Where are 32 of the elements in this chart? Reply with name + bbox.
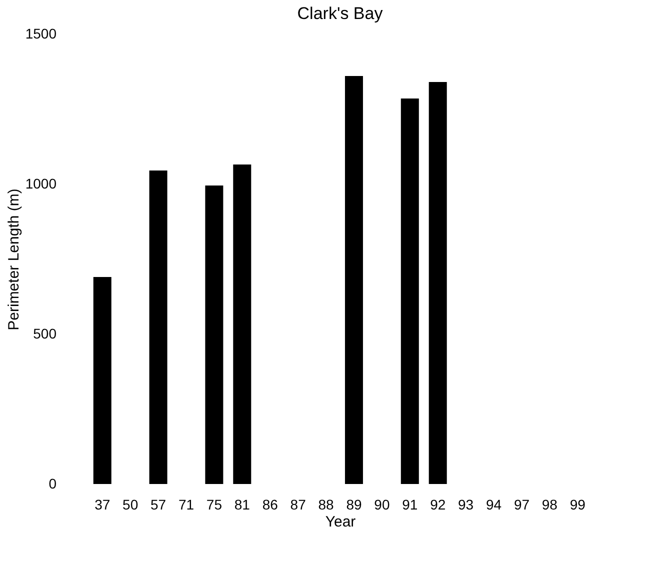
x-tick-label: 71 bbox=[178, 496, 194, 512]
x-tick-label: 99 bbox=[570, 496, 586, 512]
y-tick-label: 1000 bbox=[25, 176, 57, 192]
x-tick-label: 37 bbox=[94, 496, 110, 512]
bar bbox=[400, 98, 419, 484]
x-tick-label: 88 bbox=[318, 496, 334, 512]
x-tick-label: 50 bbox=[122, 496, 138, 512]
y-tick-label: 0 bbox=[48, 476, 57, 492]
x-tick-label: 90 bbox=[374, 496, 390, 512]
y-tick-label: 1500 bbox=[25, 26, 57, 42]
x-tick-label: 97 bbox=[514, 496, 530, 512]
bar bbox=[428, 82, 447, 484]
x-tick-label: 91 bbox=[402, 496, 418, 512]
x-tick-label: 93 bbox=[458, 496, 474, 512]
x-tick-label: 87 bbox=[290, 496, 306, 512]
x-axis-title: Year bbox=[325, 514, 356, 530]
bar bbox=[205, 186, 224, 484]
bar bbox=[93, 277, 112, 484]
bar bbox=[233, 164, 252, 484]
x-tick-label: 92 bbox=[430, 496, 446, 512]
x-tick-label: 86 bbox=[262, 496, 278, 512]
x-tick-label: 81 bbox=[234, 496, 250, 512]
x-tick-label: 75 bbox=[206, 496, 222, 512]
x-tick-label: 94 bbox=[486, 496, 502, 512]
chart-title: Clark's Bay bbox=[297, 4, 384, 23]
bar bbox=[149, 170, 168, 484]
y-tick-label: 500 bbox=[33, 326, 57, 342]
x-tick-label: 57 bbox=[150, 496, 166, 512]
x-tick-label: 89 bbox=[346, 496, 362, 512]
y-axis-title: Perimeter Length (m) bbox=[5, 188, 22, 330]
x-tick-label: 98 bbox=[542, 496, 558, 512]
bar bbox=[344, 76, 363, 484]
